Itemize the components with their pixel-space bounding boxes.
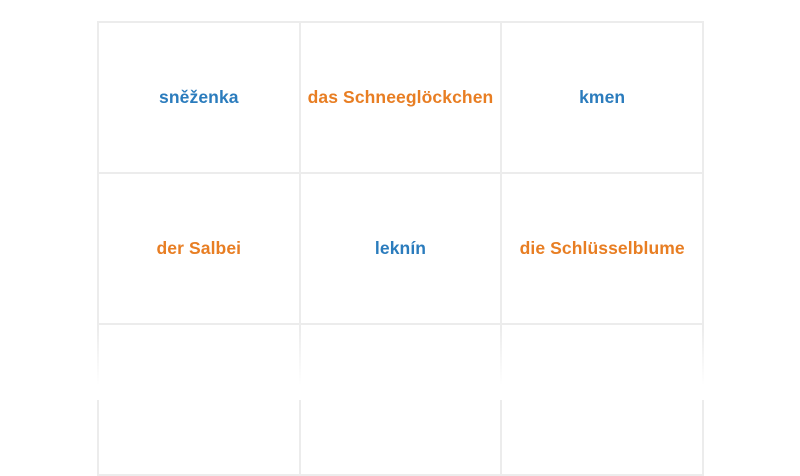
word-card[interactable]: sněženka: [98, 22, 300, 173]
word-card[interactable]: der Salbei: [98, 173, 300, 324]
word-label: kmen: [579, 87, 626, 107]
word-card[interactable]: kmen: [501, 22, 703, 173]
word-card[interactable]: das Schneeglöckchen: [299, 22, 502, 173]
word-label: leknín: [374, 238, 427, 258]
word-label: sněženka: [159, 87, 239, 107]
word-label: die Schlüsselblume: [519, 238, 685, 258]
match-grid-board: sněženka das Schneeglöckchen kmen der Sa…: [97, 21, 704, 476]
word-label: der Salbei: [156, 238, 242, 258]
match-grid: sněženka das Schneeglöckchen kmen der Sa…: [97, 21, 704, 476]
word-card[interactable]: die Schlüsselblume: [501, 173, 703, 324]
word-label: das Schneeglöckchen: [307, 87, 494, 107]
word-card[interactable]: leknín: [299, 173, 502, 324]
